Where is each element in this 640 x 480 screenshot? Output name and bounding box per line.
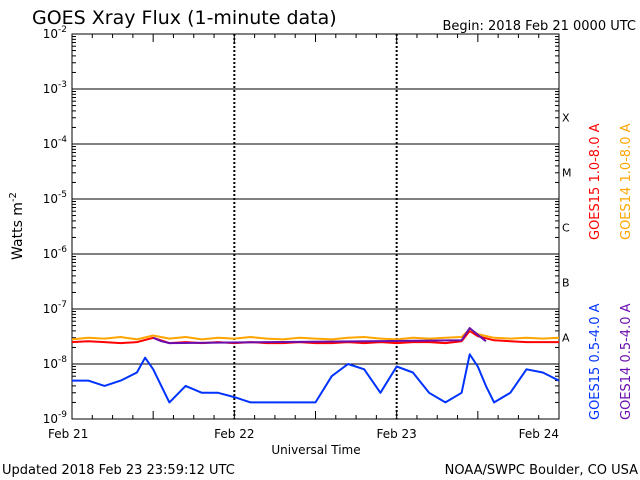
begin-label: Begin: 2018 Feb 21 0000 UTC: [442, 19, 636, 34]
x-tick-label: Feb 22: [214, 427, 254, 441]
flare-class-label: M: [562, 167, 572, 180]
y-tick-label: 10-8: [43, 355, 68, 371]
y-axis-label-text: Watts m: [10, 202, 26, 260]
plot-frame: [71, 33, 560, 420]
y-tick-label: 10-5: [43, 190, 67, 206]
legend: GOES15 1.0-8.0 A GOES14 1.0-8.0 A GOES15 0…: [588, 123, 634, 420]
series-lines: [71, 327, 560, 404]
y-axis-label-exponent: -2: [8, 192, 19, 202]
updated-label: Updated 2018 Feb 23 23:59:12 UTC: [2, 463, 235, 478]
y-tick-label: 10-4: [43, 135, 68, 151]
x-ticks: Feb 21 Feb 22 Feb 23 Feb 24: [48, 34, 560, 441]
y-tick-label: 10-7: [43, 300, 67, 316]
legend-entry: GOES14 1.0-8.0 A: [619, 123, 634, 240]
x-axis-label: Universal Time: [271, 443, 360, 457]
y-ticks: 10-9 10-8 10-7 10-6 10-5 10-4 10-3 10-2: [43, 25, 559, 426]
y-axis-label: Watts m-2: [8, 192, 26, 260]
flare-class-label: X: [562, 112, 570, 125]
flare-class-label: B: [562, 277, 570, 290]
flare-class-labels: X M C B A: [562, 112, 572, 345]
y-tick-label: 10-6: [43, 245, 68, 261]
series-line: [72, 353, 560, 404]
credit-label: NOAA/SWPC Boulder, CO USA: [445, 463, 638, 478]
x-tick-label: Feb 23: [376, 427, 416, 441]
flare-class-label: A: [562, 332, 570, 345]
series-line: [152, 327, 487, 345]
x-tick-label: Feb 24: [519, 427, 559, 441]
legend-entry: GOES15 1.0-8.0 A: [588, 123, 603, 240]
y-tick-label: 10-2: [43, 25, 67, 41]
x-tick-label: Feb 21: [48, 427, 88, 441]
legend-entry: GOES15 0.5-4.0 A: [588, 303, 603, 420]
chart-title: GOES Xray Flux (1-minute data): [32, 7, 337, 29]
y-tick-label: 10-3: [43, 80, 67, 96]
gridlines: [72, 34, 559, 419]
legend-entry: GOES14 0.5-4.0 A: [619, 303, 634, 420]
y-tick-label: 10-9: [43, 410, 68, 426]
flare-class-label: C: [562, 222, 570, 235]
